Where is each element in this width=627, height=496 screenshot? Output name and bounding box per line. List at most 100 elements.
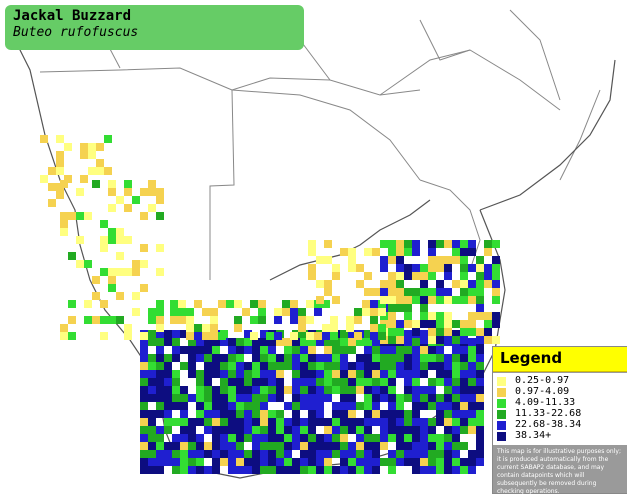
occurrence-cell: [420, 330, 428, 338]
occurrence-cell: [236, 378, 244, 386]
occurrence-cell: [444, 264, 452, 272]
occurrence-cell: [316, 418, 324, 426]
occurrence-cell: [244, 370, 252, 378]
occurrence-cell: [148, 370, 156, 378]
occurrence-cell: [220, 426, 228, 434]
occurrence-cell: [284, 418, 292, 426]
occurrence-cell: [364, 394, 372, 402]
occurrence-cell: [268, 418, 276, 426]
occurrence-cell: [412, 458, 420, 466]
occurrence-cell: [348, 256, 356, 264]
legend-label: 38.34+: [515, 430, 552, 441]
occurrence-cell: [64, 175, 72, 183]
occurrence-cell: [236, 346, 244, 354]
occurrence-cell: [348, 466, 356, 474]
occurrence-cell: [356, 426, 364, 434]
occurrence-cell: [364, 248, 372, 256]
occurrence-cell: [428, 458, 436, 466]
occurrence-cell: [132, 260, 140, 268]
occurrence-cell: [172, 402, 180, 410]
occurrence-cell: [260, 354, 268, 362]
occurrence-cell: [100, 236, 108, 244]
occurrence-cell: [396, 354, 404, 362]
occurrence-cell: [444, 354, 452, 362]
occurrence-cell: [244, 402, 252, 410]
occurrence-cell: [396, 272, 404, 280]
occurrence-cell: [308, 410, 316, 418]
occurrence-cell: [236, 338, 244, 346]
occurrence-cell: [204, 426, 212, 434]
occurrence-cell: [324, 394, 332, 402]
occurrence-cell: [468, 264, 476, 272]
occurrence-cell: [148, 378, 156, 386]
occurrence-cell: [186, 324, 194, 332]
occurrence-cell: [452, 256, 460, 264]
occurrence-cell: [124, 180, 132, 188]
occurrence-cell: [444, 312, 452, 320]
occurrence-cell: [316, 370, 324, 378]
occurrence-cell: [316, 296, 324, 304]
occurrence-cell: [348, 442, 356, 450]
occurrence-cell: [452, 336, 460, 344]
occurrence-cell: [88, 151, 96, 159]
occurrence-cell: [340, 338, 348, 346]
occurrence-cell: [428, 354, 436, 362]
occurrence-cell: [180, 426, 188, 434]
occurrence-cell: [164, 410, 172, 418]
occurrence-cell: [364, 442, 372, 450]
occurrence-cell: [202, 308, 210, 316]
occurrence-cell: [172, 370, 180, 378]
occurrence-cell: [260, 434, 268, 442]
occurrence-cell: [364, 378, 372, 386]
occurrence-cell: [292, 402, 300, 410]
occurrence-cell: [172, 442, 180, 450]
occurrence-cell: [420, 346, 428, 354]
occurrence-cell: [156, 370, 164, 378]
occurrence-cell: [412, 426, 420, 434]
occurrence-cell: [148, 180, 156, 188]
occurrence-cell: [348, 450, 356, 458]
legend-row: 0.25-0.97: [497, 375, 623, 387]
occurrence-cell: [348, 458, 356, 466]
occurrence-cell: [380, 370, 388, 378]
occurrence-cell: [372, 466, 380, 474]
occurrence-cell: [316, 458, 324, 466]
occurrence-cell: [308, 264, 316, 272]
occurrence-cell: [284, 354, 292, 362]
occurrence-cell: [188, 394, 196, 402]
occurrence-cell: [404, 312, 412, 320]
occurrence-cell: [236, 466, 244, 474]
occurrence-cell: [364, 288, 372, 296]
occurrence-cell: [428, 402, 436, 410]
occurrence-cell: [468, 280, 476, 288]
occurrence-cell: [156, 300, 164, 308]
occurrence-cell: [108, 228, 116, 236]
occurrence-cell: [428, 256, 436, 264]
occurrence-cell: [172, 434, 180, 442]
occurrence-cell: [460, 394, 468, 402]
occurrence-cell: [436, 394, 444, 402]
occurrence-cell: [476, 410, 484, 418]
occurrence-cell: [260, 410, 268, 418]
occurrence-cell: [236, 394, 244, 402]
occurrence-cell: [204, 442, 212, 450]
occurrence-cell: [172, 330, 180, 338]
occurrence-cell: [396, 346, 404, 354]
occurrence-cell: [204, 410, 212, 418]
occurrence-cell: [140, 332, 148, 340]
occurrence-cell: [428, 434, 436, 442]
occurrence-cell: [460, 354, 468, 362]
occurrence-cell: [300, 418, 308, 426]
occurrence-cell: [228, 386, 236, 394]
occurrence-cell: [420, 288, 428, 296]
occurrence-cell: [56, 135, 64, 143]
occurrence-cell: [156, 268, 164, 276]
occurrence-cell: [308, 418, 316, 426]
occurrence-cell: [372, 370, 380, 378]
occurrence-cell: [292, 362, 300, 370]
occurrence-cell: [412, 240, 420, 248]
occurrence-cell: [308, 370, 316, 378]
occurrence-cell: [316, 256, 324, 264]
occurrence-cell: [116, 292, 124, 300]
occurrence-cell: [204, 362, 212, 370]
